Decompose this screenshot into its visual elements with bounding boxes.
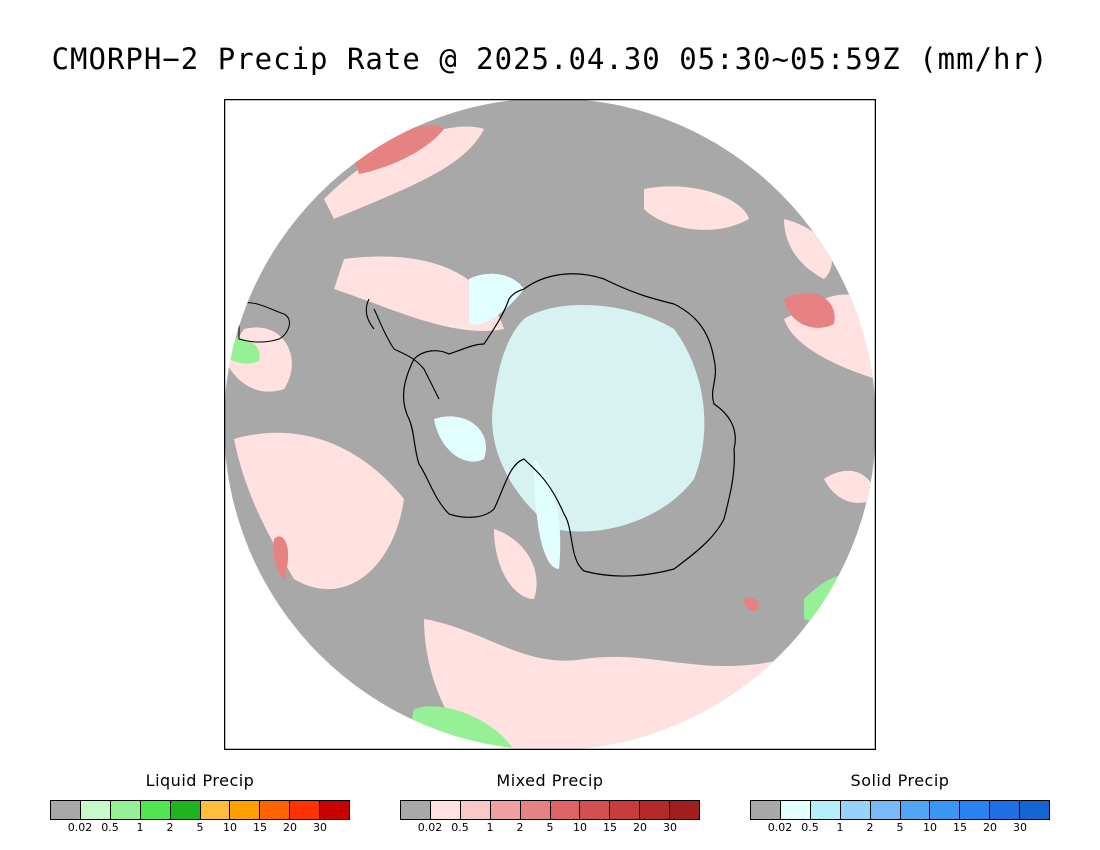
legend-tick-label: 0.02 xyxy=(67,821,93,834)
legend-swatch xyxy=(200,801,231,819)
legend-tick-label: 10 xyxy=(573,821,587,834)
legend-swatch xyxy=(1020,801,1050,819)
map-border xyxy=(224,99,876,750)
legend-swatch xyxy=(780,801,811,819)
legend-swatch xyxy=(290,801,321,819)
legend-tick-label: 15 xyxy=(253,821,267,834)
legend-swatch xyxy=(670,801,700,819)
legend-solid: Solid Precip 0.02 0.5 1 2 5 10 15 20 30 xyxy=(750,770,1050,834)
legend-swatch xyxy=(170,801,201,819)
legend-tick-label: 1 xyxy=(836,821,844,834)
legend-solid-ticks: 0.02 0.5 1 2 5 10 15 20 30 xyxy=(750,820,1050,834)
legend-swatch xyxy=(320,801,350,819)
legend-tick-label: 10 xyxy=(223,821,237,834)
legend-swatch xyxy=(810,801,841,819)
legend-tick-label: 10 xyxy=(923,821,937,834)
legend-mixed-ticks: 0.02 0.5 1 2 5 10 15 20 30 xyxy=(400,820,700,834)
legend-tick-label: 0.5 xyxy=(801,821,819,834)
polar-map xyxy=(224,99,876,750)
mixed-precip-cores xyxy=(273,125,835,611)
legend-swatch xyxy=(870,801,901,819)
legend-swatch xyxy=(51,801,81,819)
legend-tick-label: 0.5 xyxy=(451,821,469,834)
legend-tick-label: 5 xyxy=(196,821,204,834)
legend-swatch xyxy=(550,801,581,819)
legend-swatch xyxy=(751,801,781,819)
legend-swatch xyxy=(900,801,931,819)
legend-swatch xyxy=(140,801,171,819)
legend-tick-label: 20 xyxy=(633,821,647,834)
antarctic-peninsula xyxy=(365,298,440,400)
legend-tick-label: 0.02 xyxy=(767,821,793,834)
legend-liquid-colorbar xyxy=(50,800,350,820)
legend-tick-label: 5 xyxy=(896,821,904,834)
legend-tick-label: 0.02 xyxy=(417,821,443,834)
legend-mixed: Mixed Precip 0.02 0.5 1 2 5 10 15 20 30 xyxy=(400,770,700,834)
legend-swatch xyxy=(401,801,431,819)
legend-swatch xyxy=(260,801,291,819)
legend-tick-label: 30 xyxy=(1013,821,1027,834)
legend-tick-label: 15 xyxy=(953,821,967,834)
legend-swatch xyxy=(230,801,261,819)
precip-field xyxy=(224,99,876,750)
legend-tick-label: 5 xyxy=(546,821,554,834)
legend-swatch xyxy=(610,801,641,819)
legend-liquid-title: Liquid Precip xyxy=(145,771,255,790)
legend-tick-label: 30 xyxy=(313,821,327,834)
legend-liquid-ticks: 0.02 0.5 1 2 5 10 15 20 30 xyxy=(50,820,350,834)
legend-liquid: Liquid Precip 0.02 0.5 1 2 5 10 15 20 30 xyxy=(50,770,350,834)
legend-swatch xyxy=(640,801,671,819)
legend-tick-label: 1 xyxy=(486,821,494,834)
legend-swatch xyxy=(960,801,991,819)
legend-swatch xyxy=(990,801,1021,819)
legend-swatch xyxy=(520,801,551,819)
legend-tick-label: 0.5 xyxy=(101,821,119,834)
legend-swatch xyxy=(580,801,611,819)
legend-tick-label: 1 xyxy=(136,821,144,834)
map-title: CMORPH−2 Precip Rate @ 2025.04.30 05:30~… xyxy=(51,42,1049,76)
legend-swatch xyxy=(430,801,461,819)
legend-solid-colorbar xyxy=(750,800,1050,820)
legend-swatch xyxy=(930,801,961,819)
legend-swatch xyxy=(460,801,491,819)
legend-swatch xyxy=(490,801,521,819)
south-america-tip xyxy=(238,302,290,343)
legend-tick-label: 2 xyxy=(166,821,174,834)
solid-precip-areas xyxy=(434,273,705,569)
legend-tick-label: 2 xyxy=(516,821,524,834)
legend-tick-label: 20 xyxy=(983,821,997,834)
antarctica-coastline xyxy=(403,273,736,577)
legend-mixed-colorbar xyxy=(400,800,700,820)
legend-swatch xyxy=(840,801,871,819)
legend-solid-title: Solid Precip xyxy=(850,771,950,790)
legend-swatch xyxy=(80,801,111,819)
legend-tick-label: 2 xyxy=(866,821,874,834)
legend-tick-label: 30 xyxy=(663,821,677,834)
legend-tick-label: 20 xyxy=(283,821,297,834)
legend-tick-label: 15 xyxy=(603,821,617,834)
legend-mixed-title: Mixed Precip xyxy=(496,771,604,790)
legend-swatch xyxy=(110,801,141,819)
